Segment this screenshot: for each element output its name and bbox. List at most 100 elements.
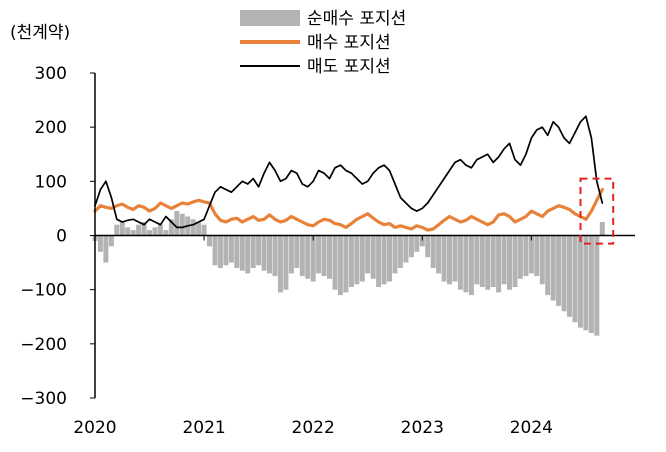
axes: 300 200 100 0 −100 −200 −300 2020 2021 2022 2023 20… [20, 64, 635, 438]
net-bar [408, 235, 414, 258]
x-tick-label: 2022 [292, 418, 335, 438]
net-bar [212, 235, 218, 266]
net-bar [523, 235, 529, 277]
net-bar [496, 235, 502, 293]
net-bar [316, 235, 322, 274]
net-bar [512, 235, 518, 287]
net-bar [479, 235, 485, 287]
net-bar [207, 235, 212, 247]
net-bar [157, 224, 163, 236]
net-bar [490, 235, 496, 287]
buy-position-line [93, 187, 604, 232]
highlight-box-layer [579, 177, 615, 245]
x-tick-label: 2021 [182, 418, 225, 438]
net-bar [234, 235, 240, 268]
y-tick-label: −200 [20, 335, 67, 355]
x-tick-label: 2020 [73, 418, 116, 438]
net-bar [332, 235, 338, 290]
net-bar [430, 235, 436, 268]
net-bar [577, 235, 583, 328]
net-bar [168, 219, 174, 236]
net-bar [196, 222, 202, 236]
net-bar [468, 235, 474, 296]
net-bar [125, 227, 131, 236]
legend-label: 매수 포지션 [307, 33, 391, 53]
net-bar [397, 235, 403, 268]
net-bar [272, 235, 278, 277]
net-bar [376, 235, 382, 287]
net-bar [452, 235, 458, 282]
net-bar [567, 235, 572, 317]
net-bar [441, 235, 447, 282]
net-bar [152, 227, 158, 236]
net-bar [163, 230, 169, 236]
net-bar [419, 235, 425, 247]
net-bar [594, 235, 600, 336]
net-position-bars [92, 211, 605, 336]
y-tick-label: 200 [35, 118, 67, 138]
net-bar [250, 235, 256, 268]
y-tick-label: 300 [35, 64, 67, 84]
net-bar [501, 235, 507, 285]
net-bar [245, 235, 251, 274]
net-bar [327, 235, 332, 279]
net-bar [534, 235, 540, 277]
net-bar [305, 235, 311, 279]
net-bar [485, 235, 491, 290]
net-bar [130, 230, 136, 236]
net-bar [528, 235, 534, 274]
net-bar [201, 224, 207, 236]
net-bar [517, 235, 523, 279]
net-bar [365, 235, 371, 274]
x-tick-label: 2023 [401, 418, 444, 438]
net-bar [310, 235, 316, 282]
net-bar [343, 235, 349, 293]
y-tick-label: −100 [20, 281, 67, 301]
net-bar [354, 235, 360, 285]
y-tick-label: 0 [56, 227, 67, 247]
net-bar [436, 235, 442, 274]
legend-swatch-net [240, 10, 300, 26]
net-bar [556, 235, 562, 306]
unit-label: (천계약) [10, 23, 71, 43]
net-bar [550, 235, 556, 301]
net-bar [337, 235, 343, 296]
net-bar [561, 235, 567, 312]
net-bar [141, 222, 147, 236]
net-bar [507, 235, 512, 290]
net-bar [119, 222, 125, 236]
net-bar [277, 235, 283, 293]
net-bar [136, 224, 142, 236]
net-bar [179, 213, 185, 236]
net-bar [267, 235, 272, 274]
net-bar [392, 235, 398, 274]
net-bar [239, 235, 245, 271]
net-bar [588, 235, 594, 333]
position-lines [93, 115, 604, 232]
net-bar [321, 235, 327, 277]
net-bar [174, 211, 180, 236]
net-bar [599, 222, 605, 236]
x-tick-label: 2024 [510, 418, 553, 438]
net-bar [190, 219, 196, 236]
net-bar [217, 235, 223, 268]
net-bar [414, 235, 420, 252]
net-bar [108, 235, 114, 247]
net-bar [103, 235, 109, 263]
net-bar [539, 235, 545, 285]
net-bar [294, 235, 300, 268]
net-bar [359, 235, 365, 282]
net-bar [97, 235, 103, 252]
net-bar [545, 235, 551, 296]
net-bar [223, 235, 229, 266]
net-bar [457, 235, 463, 290]
sell-position-line [94, 115, 604, 229]
net-bar [299, 235, 305, 277]
net-bar [228, 235, 234, 263]
net-bar [261, 235, 267, 271]
y-tick-label: 100 [35, 172, 67, 192]
highlight-box [579, 177, 615, 245]
net-bar [147, 230, 152, 236]
